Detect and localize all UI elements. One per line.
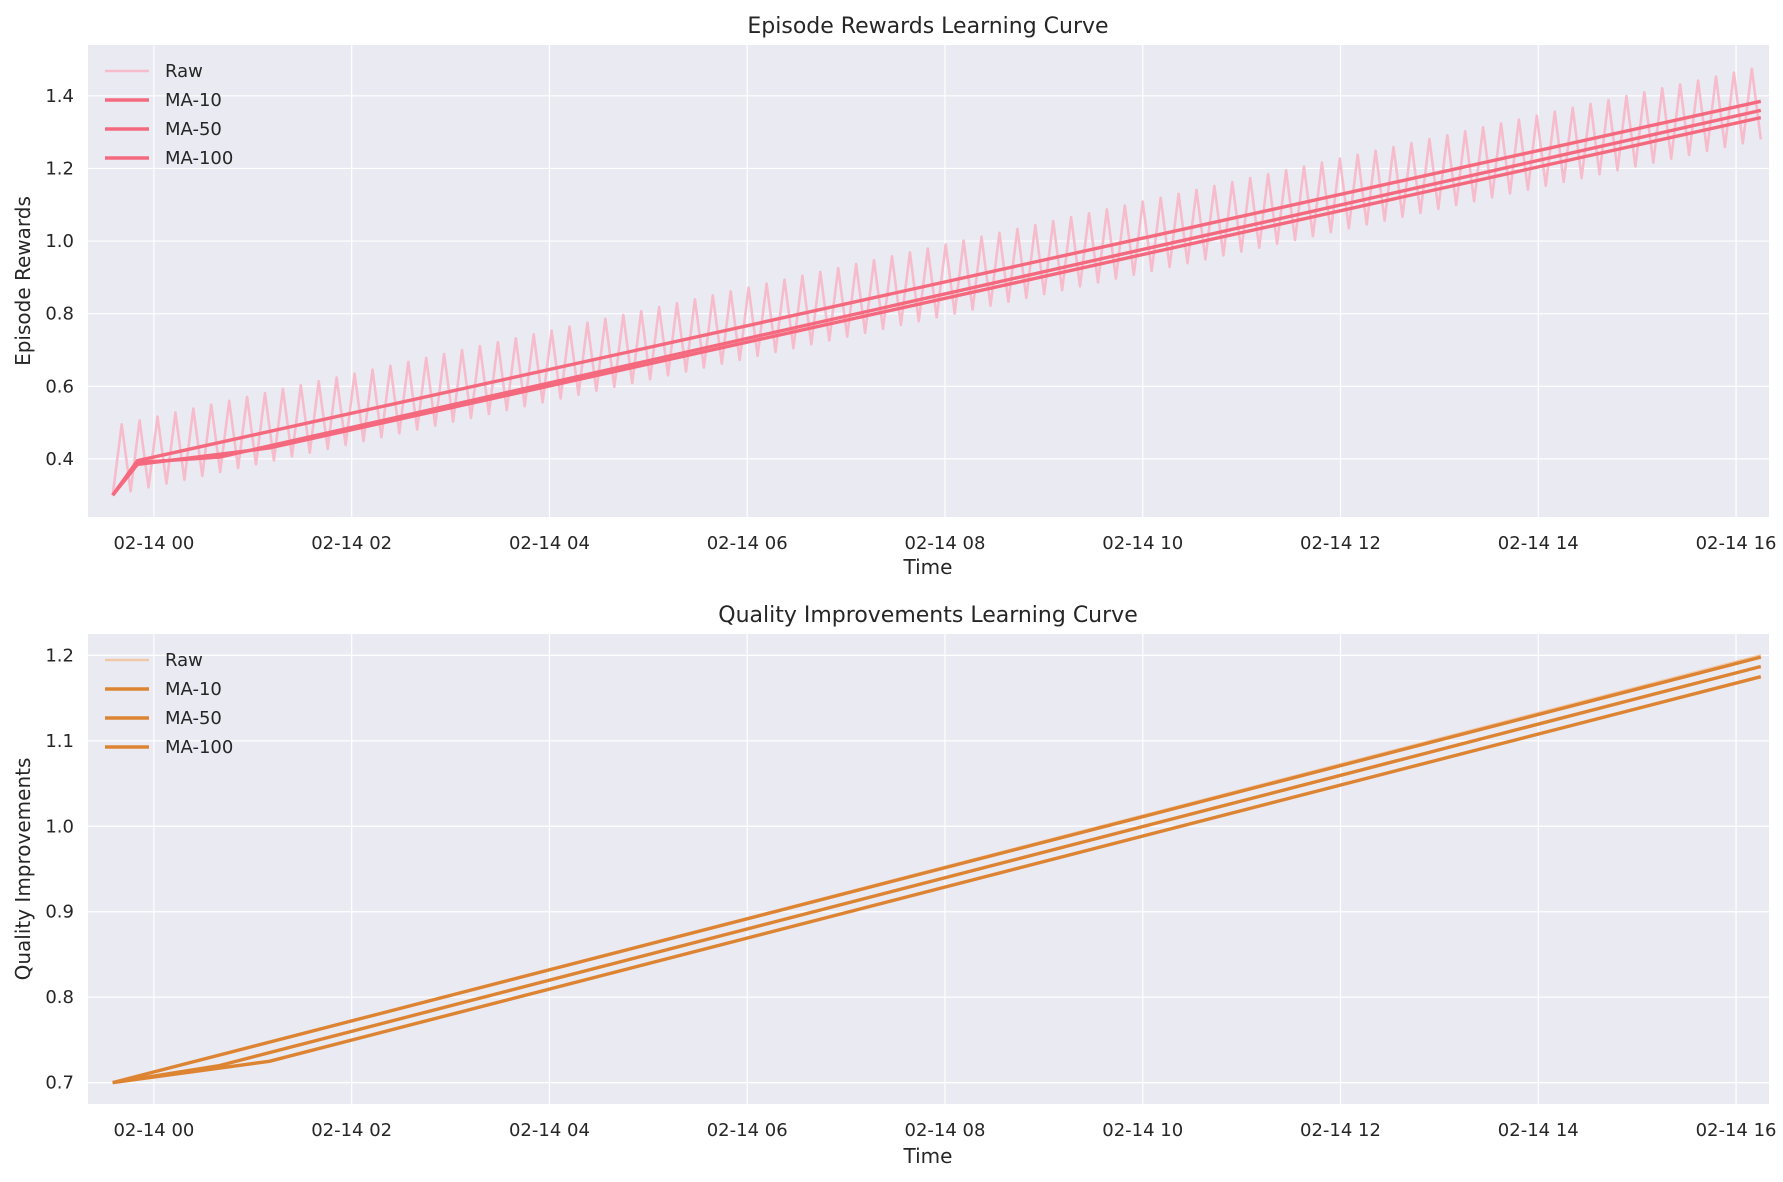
y-tick-label: 0.8 [45,304,74,325]
legend: Raw MA-10 MA-50 MA-100 [105,61,233,169]
legend-label: MA-50 [165,708,222,729]
chart-quality-improvements: 02-14 00 02-14 02 02-14 04 02-14 06 02-14 08… [11,603,1777,1168]
x-tick-label: 02-14 02 [311,533,392,554]
y-axis-label: Quality Improvements [11,758,35,981]
y-tick-labels: 0.4 0.6 0.8 1.0 1.2 1.4 [45,86,74,470]
x-tick-label: 02-14 12 [1300,1120,1381,1141]
legend: Raw MA-10 MA-50 MA-100 [105,650,233,758]
x-tick-label: 02-14 16 [1696,1120,1777,1141]
legend-label: Raw [165,61,203,82]
x-tick-label: 02-14 08 [905,533,986,554]
legend-label: MA-10 [165,679,222,700]
legend-label: Raw [165,650,203,671]
y-tick-label: 1.1 [45,731,74,752]
plot-area [88,45,1769,517]
x-tick-label: 02-14 12 [1300,533,1381,554]
y-tick-label: 0.7 [45,1073,74,1094]
y-tick-labels: 0.7 0.8 0.9 1.0 1.1 1.2 [45,645,74,1093]
x-tick-label: 02-14 00 [113,1120,194,1141]
x-tick-label: 02-14 14 [1498,1120,1579,1141]
x-tick-label: 02-14 06 [707,533,788,554]
x-tick-labels: 02-14 00 02-14 02 02-14 04 02-14 06 02-14 08… [113,1120,1776,1141]
x-tick-labels: 02-14 00 02-14 02 02-14 04 02-14 06 02-14 08… [113,533,1776,554]
x-tick-label: 02-14 00 [113,533,194,554]
chart-title: Quality Improvements Learning Curve [718,603,1137,628]
x-tick-label: 02-14 08 [905,1120,986,1141]
x-tick-label: 02-14 04 [509,1120,590,1141]
y-tick-label: 0.8 [45,987,74,1008]
x-axis-label: Time [903,1144,953,1168]
x-tick-label: 02-14 10 [1102,533,1183,554]
legend-label: MA-100 [165,737,233,758]
x-tick-label: 02-14 16 [1696,533,1777,554]
x-tick-label: 02-14 04 [509,533,590,554]
y-axis-label: Episode Rewards [11,196,35,366]
x-tick-label: 02-14 06 [707,1120,788,1141]
chart-episode-rewards: 02-14 00 02-14 02 02-14 04 02-14 06 02-14 08… [11,14,1777,579]
grid [88,634,1769,1104]
series-line-ma-100 [112,675,1762,1085]
chart-title: Episode Rewards Learning Curve [747,14,1108,39]
y-tick-label: 0.4 [45,449,74,470]
x-tick-label: 02-14 10 [1102,1120,1183,1141]
y-tick-label: 1.4 [45,86,74,107]
y-tick-label: 1.2 [45,158,74,179]
series-group [112,654,1762,1085]
y-tick-label: 1.0 [45,231,74,252]
series-line-raw [111,67,1763,496]
x-axis-label: Time [903,555,953,579]
y-tick-label: 1.0 [45,816,74,837]
legend-label: MA-10 [165,90,222,111]
legend-label: MA-100 [165,148,233,169]
y-tick-label: 0.6 [45,376,74,397]
series-line-ma-100 [111,115,1762,497]
series-group [111,67,1763,497]
x-tick-label: 02-14 02 [311,1120,392,1141]
series-line-ma-10 [112,655,1762,1085]
y-tick-label: 0.9 [45,902,74,923]
y-tick-label: 1.2 [45,645,74,666]
x-tick-label: 02-14 14 [1498,533,1579,554]
legend-label: MA-50 [165,119,222,140]
